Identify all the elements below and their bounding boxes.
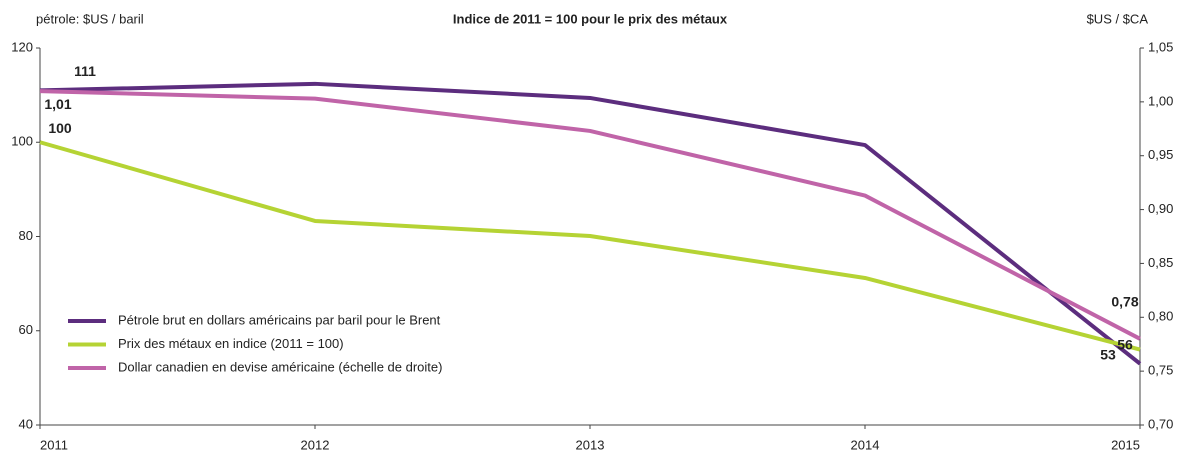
data-label: 0,78	[1111, 294, 1138, 310]
data-label: 111	[74, 63, 96, 79]
data-label: 100	[48, 120, 72, 136]
y-tick-label: 120	[11, 39, 33, 54]
y2-tick-label: 0,90	[1148, 201, 1173, 216]
y2-axis-label: $US / $CA	[1087, 11, 1149, 26]
y-tick-label: 80	[19, 228, 33, 243]
chart-title: Indice de 2011 = 100 pour le prix des mé…	[453, 11, 728, 26]
data-label: 1,01	[44, 96, 71, 112]
x-tick-label: 2015	[1111, 437, 1140, 452]
y-tick-label: 40	[19, 416, 33, 431]
y2-tick-label: 0,70	[1148, 416, 1173, 431]
line-series	[39, 81, 1142, 366]
data-label: 56	[1117, 336, 1133, 352]
data-label: 53	[1100, 346, 1116, 362]
legend-label: Dollar canadien en devise américaine (éc…	[118, 359, 442, 374]
x-tick-label: 2013	[576, 437, 605, 452]
y-tick-label: 60	[19, 322, 33, 337]
y2-tick-label: 0,85	[1148, 255, 1173, 270]
x-tick-label: 2012	[301, 437, 330, 452]
y2-tick-label: 0,80	[1148, 309, 1173, 324]
x-tick-label: 2014	[851, 437, 880, 452]
y-tick-label: 100	[11, 134, 33, 149]
x-tick-label: 2011	[40, 437, 68, 452]
legend-label: Prix des métaux en indice (2011 = 100)	[118, 336, 344, 351]
line-series	[39, 89, 1141, 341]
y2-tick-label: 1,05	[1148, 39, 1173, 54]
y2-tick-label: 0,95	[1148, 147, 1173, 162]
legend-label: Pétrole brut en dollars américains par b…	[118, 312, 441, 327]
line-series	[39, 140, 1141, 352]
y2-tick-label: 0,75	[1148, 363, 1173, 378]
y2-tick-label: 1,00	[1148, 93, 1173, 108]
y-axis-label: pétrole: $US / baril	[36, 11, 144, 26]
